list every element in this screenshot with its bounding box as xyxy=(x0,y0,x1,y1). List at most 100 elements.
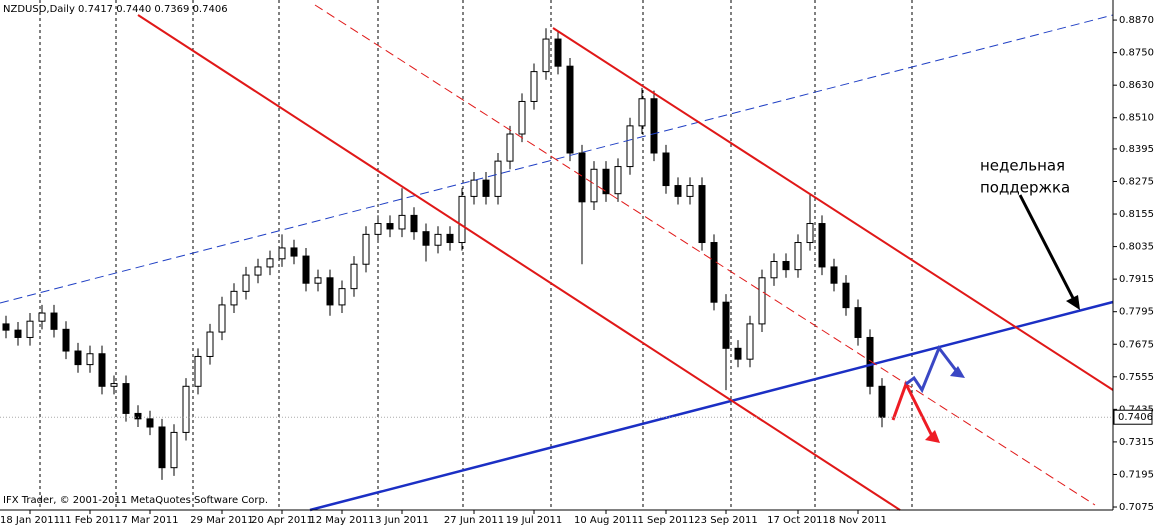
candle-body xyxy=(374,223,382,235)
candle-body xyxy=(50,312,58,330)
candle-body xyxy=(794,242,802,271)
red-arrowhead xyxy=(925,430,940,443)
candle-body xyxy=(494,160,502,197)
y-tick-label: 0.8870 xyxy=(1119,15,1154,26)
y-tick-label: 0.7675 xyxy=(1119,339,1154,350)
candle-body xyxy=(854,307,862,338)
candle-body xyxy=(758,277,766,325)
y-tick-label: 0.7075 xyxy=(1119,502,1154,513)
blue-dashed-trendline xyxy=(0,14,1114,304)
candle-body xyxy=(686,185,694,197)
candle-body xyxy=(698,185,706,244)
candle-body xyxy=(338,288,346,306)
x-tick-label: 7 Mar 2011 xyxy=(121,515,178,526)
y-tick-label: 0.8035 xyxy=(1119,242,1154,253)
y-tick-label: 0.7555 xyxy=(1119,372,1154,383)
y-tick-label: 0.7195 xyxy=(1119,469,1154,480)
candle-body xyxy=(782,261,790,271)
candle-body xyxy=(770,261,778,279)
candle-body xyxy=(350,263,358,290)
candle-body xyxy=(470,179,478,197)
candle-body xyxy=(554,38,562,67)
candle-body xyxy=(302,255,310,284)
x-tick-label: 11 Feb 2011 xyxy=(59,515,121,526)
credit: IFX Trader, © 2001-2011 MetaQuotes Softw… xyxy=(3,495,268,506)
candle-body xyxy=(206,331,214,357)
candle-body xyxy=(518,100,526,135)
candle-body xyxy=(458,195,466,244)
candle-body xyxy=(542,38,550,73)
candle-body xyxy=(86,353,94,366)
candle-body xyxy=(230,290,238,306)
candle-body xyxy=(482,179,490,197)
candle-body xyxy=(314,277,322,284)
annotation: поддержка xyxy=(980,179,1070,197)
candle-body xyxy=(110,383,118,387)
candle-body xyxy=(878,385,886,418)
candle-body xyxy=(218,304,226,333)
candle-body xyxy=(722,301,730,349)
y-tick-label: 0.7795 xyxy=(1119,307,1154,318)
candle-body xyxy=(590,168,598,203)
candle-body xyxy=(830,266,838,284)
candle-body xyxy=(2,323,10,331)
candle-body xyxy=(650,98,658,154)
black-arrowhead xyxy=(1066,295,1080,310)
x-tick-label: 3 Jun 2011 xyxy=(375,515,429,526)
candle-body xyxy=(386,223,394,230)
candle-body xyxy=(866,336,874,387)
y-tick-label: 0.8155 xyxy=(1119,209,1154,220)
y-tick-label: 0.7315 xyxy=(1119,437,1154,448)
candle-body xyxy=(530,71,538,102)
chart-header: NZDUSD,Daily 0.7417 0.7440 0.7369 0.7406 xyxy=(3,4,228,15)
candle-body xyxy=(38,312,46,322)
x-tick-label: 18 Jan 2011 xyxy=(0,515,60,526)
candle-body xyxy=(266,258,274,268)
candle-body xyxy=(194,355,202,387)
x-tick-label: 27 Jun 2011 xyxy=(444,515,504,526)
candle-body xyxy=(326,277,334,306)
x-tick-label: 8 Nov 2011 xyxy=(829,515,887,526)
candle-body xyxy=(158,426,166,469)
support-line xyxy=(309,300,1114,512)
candle-body xyxy=(134,412,142,420)
candle-body xyxy=(98,353,106,387)
x-tick-label: 17 Oct 2011 xyxy=(767,515,829,526)
candle-body xyxy=(626,125,634,168)
candle-body xyxy=(146,418,154,428)
x-tick-label: 29 Mar 2011 xyxy=(190,515,253,526)
channel-upper xyxy=(552,27,1114,391)
annotation: недельная xyxy=(980,157,1065,175)
trend-lines xyxy=(0,4,1114,512)
blue-arrowhead xyxy=(950,366,965,378)
y-tick-label: 0.8630 xyxy=(1119,80,1154,91)
candle-body xyxy=(122,383,130,414)
candle-body xyxy=(74,350,82,366)
candle-body xyxy=(410,214,418,233)
candle-body xyxy=(434,233,442,246)
x-tick-label: 20 Apr 2011 xyxy=(251,515,313,526)
y-tick-label: 0.8510 xyxy=(1119,113,1154,124)
candle-body xyxy=(842,282,850,309)
candle-body xyxy=(62,328,70,352)
candle-body xyxy=(710,242,718,303)
candle-body xyxy=(290,247,298,257)
blue-arrow xyxy=(905,344,960,394)
candle-body xyxy=(362,233,370,265)
y-tick-label: 0.8275 xyxy=(1119,176,1154,187)
x-tick-label: 1 Sep 2011 xyxy=(637,515,694,526)
candle-body xyxy=(818,223,826,268)
last-price-label: 0.7406 xyxy=(1118,412,1153,423)
candle-body xyxy=(602,168,610,195)
candle-body xyxy=(182,385,190,433)
y-tick-label: 0.8395 xyxy=(1119,144,1154,155)
x-tick-label: 23 Sep 2011 xyxy=(694,515,757,526)
channel-lower xyxy=(137,14,901,511)
candle-body xyxy=(506,133,514,162)
candle-body xyxy=(674,185,682,197)
candle-body xyxy=(446,233,454,244)
candle-body xyxy=(170,431,178,469)
candle-body xyxy=(254,266,262,276)
